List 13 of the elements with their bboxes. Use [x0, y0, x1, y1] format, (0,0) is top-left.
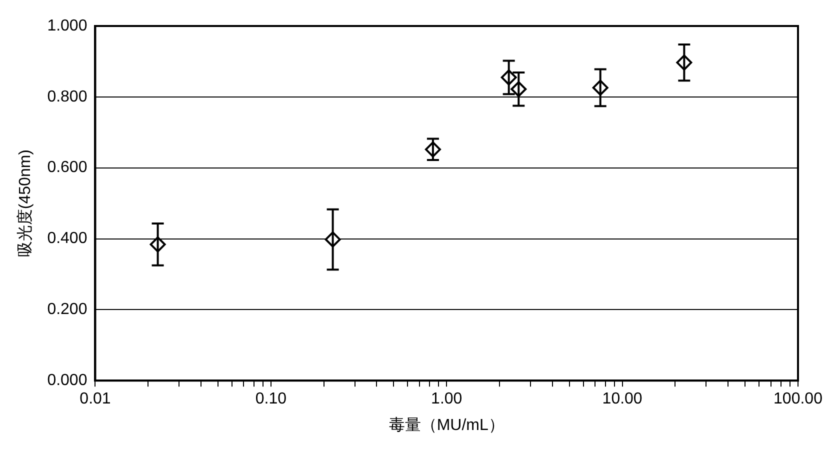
x-axis-title: 毒量（MU/mL）: [388, 416, 504, 434]
x-tick-label: 100.00: [774, 390, 823, 408]
y-tick-label: 0.200: [47, 301, 88, 318]
x-tick-label: 1.00: [431, 390, 462, 408]
y-tick-label: 0.800: [47, 88, 88, 106]
y-tick-label: 0.400: [47, 230, 88, 248]
y-tick-label: 0.000: [47, 372, 88, 390]
y-tick-label: 0.600: [47, 159, 88, 176]
x-tick-label: 10.00: [602, 390, 642, 408]
y-axis-title: 吸光度(450nm): [16, 150, 34, 258]
x-tick-label: 0.10: [255, 390, 287, 408]
y-tick-label: 1.000: [47, 17, 88, 34]
x-tick-label: 0.01: [80, 390, 111, 408]
